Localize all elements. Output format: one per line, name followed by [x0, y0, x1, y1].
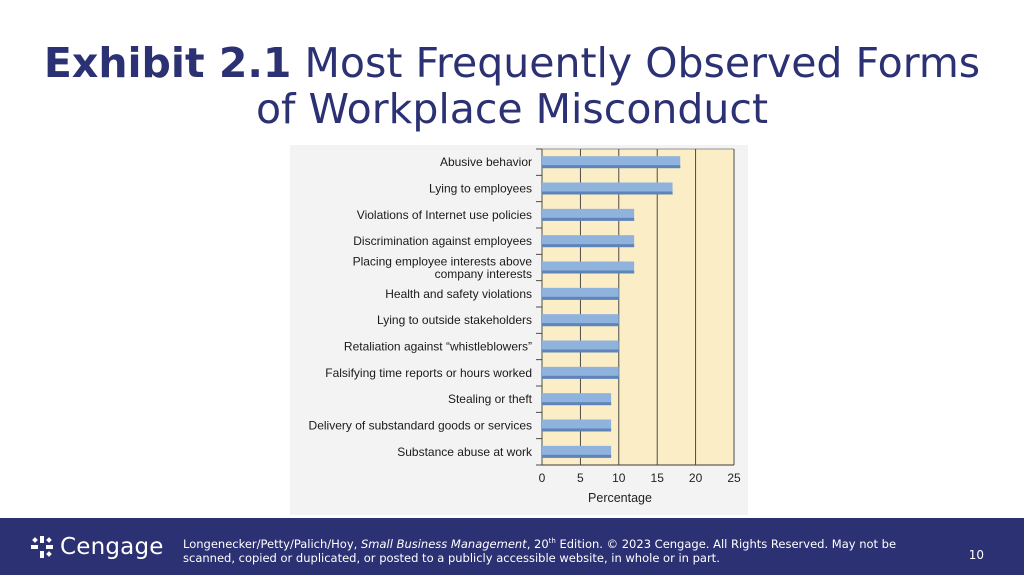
- x-tick-label: 0: [539, 471, 546, 485]
- bar-shade: [542, 454, 612, 458]
- category-label: Violations of Internet use policies: [357, 208, 532, 222]
- x-axis-label: Percentage: [588, 491, 652, 505]
- category-label: Delivery of substandard goods or service…: [309, 419, 532, 433]
- x-tick-label: 25: [727, 471, 741, 485]
- bar-shade: [542, 165, 681, 169]
- x-tick-label: 10: [612, 471, 626, 485]
- category-label: Stealing or theft: [448, 392, 533, 406]
- bar-shade: [542, 296, 619, 300]
- bar-shade: [542, 323, 619, 327]
- category-label: Retaliation against “whistleblowers”: [344, 340, 532, 354]
- category-label: Abusive behavior: [440, 155, 532, 169]
- title-text-line-1: Most Frequently Observed Forms: [304, 39, 981, 87]
- footer-bar: Cengage Longenecker/Petty/Palich/Hoy, Sm…: [0, 518, 1024, 575]
- bar: [542, 287, 619, 300]
- x-tick-label: 20: [689, 471, 703, 485]
- title-line-2: of Workplace Misconduct: [255, 85, 769, 133]
- credit-edition-number: , 20: [526, 536, 549, 551]
- chart-container: 0 5 10 15 20 25 Abusive behavior Lying to emplo…: [290, 145, 748, 515]
- bar-chart: 0 5 10 15 20 25 Abusive behavior Lying to emplo…: [309, 148, 741, 505]
- copyright-notice: Longenecker/Petty/Palich/Hoy, Small Busi…: [183, 534, 923, 565]
- bar-shade: [542, 244, 635, 248]
- bar-shade: [542, 402, 612, 406]
- category-label: Substance abuse at work: [397, 445, 533, 459]
- credit-authors: Longenecker/Petty/Palich/Hoy,: [183, 536, 361, 551]
- category-label: Lying to outside stakeholders: [377, 313, 532, 327]
- slide-title: Exhibit 2.1 Most Frequently Observed For…: [0, 40, 1024, 132]
- category-label: Discrimination against employees: [353, 234, 532, 248]
- x-tick-label: 5: [577, 471, 584, 485]
- x-tick-label: 15: [651, 471, 665, 485]
- category-label: Lying to employees: [429, 182, 532, 196]
- bar-shade: [542, 270, 635, 274]
- credit-edition-suffix: th: [548, 537, 556, 545]
- brand-name: Cengage: [60, 534, 164, 560]
- bar: [542, 208, 635, 221]
- exhibit-label: Exhibit 2.1: [43, 39, 292, 87]
- page-number: 10: [968, 548, 984, 562]
- category-label: Health and safety violations: [385, 287, 532, 301]
- bar-shade: [542, 428, 612, 432]
- bar-shade: [542, 349, 619, 353]
- credit-book-title: Small Business Management: [360, 536, 527, 551]
- cengage-mark-icon: [31, 536, 53, 558]
- bar: [542, 366, 619, 379]
- category-label: Placing employee interests above: [353, 254, 533, 268]
- bar-shade: [542, 217, 635, 221]
- title-line-1: Exhibit 2.1 Most Frequently Observed For…: [0, 40, 1024, 86]
- category-label: Falsifying time reports or hours worked: [325, 366, 532, 380]
- bar: [542, 235, 635, 248]
- credit-rights-text: Edition. © 2023 Cengage. All Rights Rese…: [183, 536, 897, 565]
- plot-area: [542, 149, 734, 465]
- bar-shade: [542, 191, 673, 195]
- bar-shade: [542, 375, 619, 379]
- cengage-logo: Cengage: [30, 532, 164, 562]
- category-label: company interests: [435, 267, 532, 281]
